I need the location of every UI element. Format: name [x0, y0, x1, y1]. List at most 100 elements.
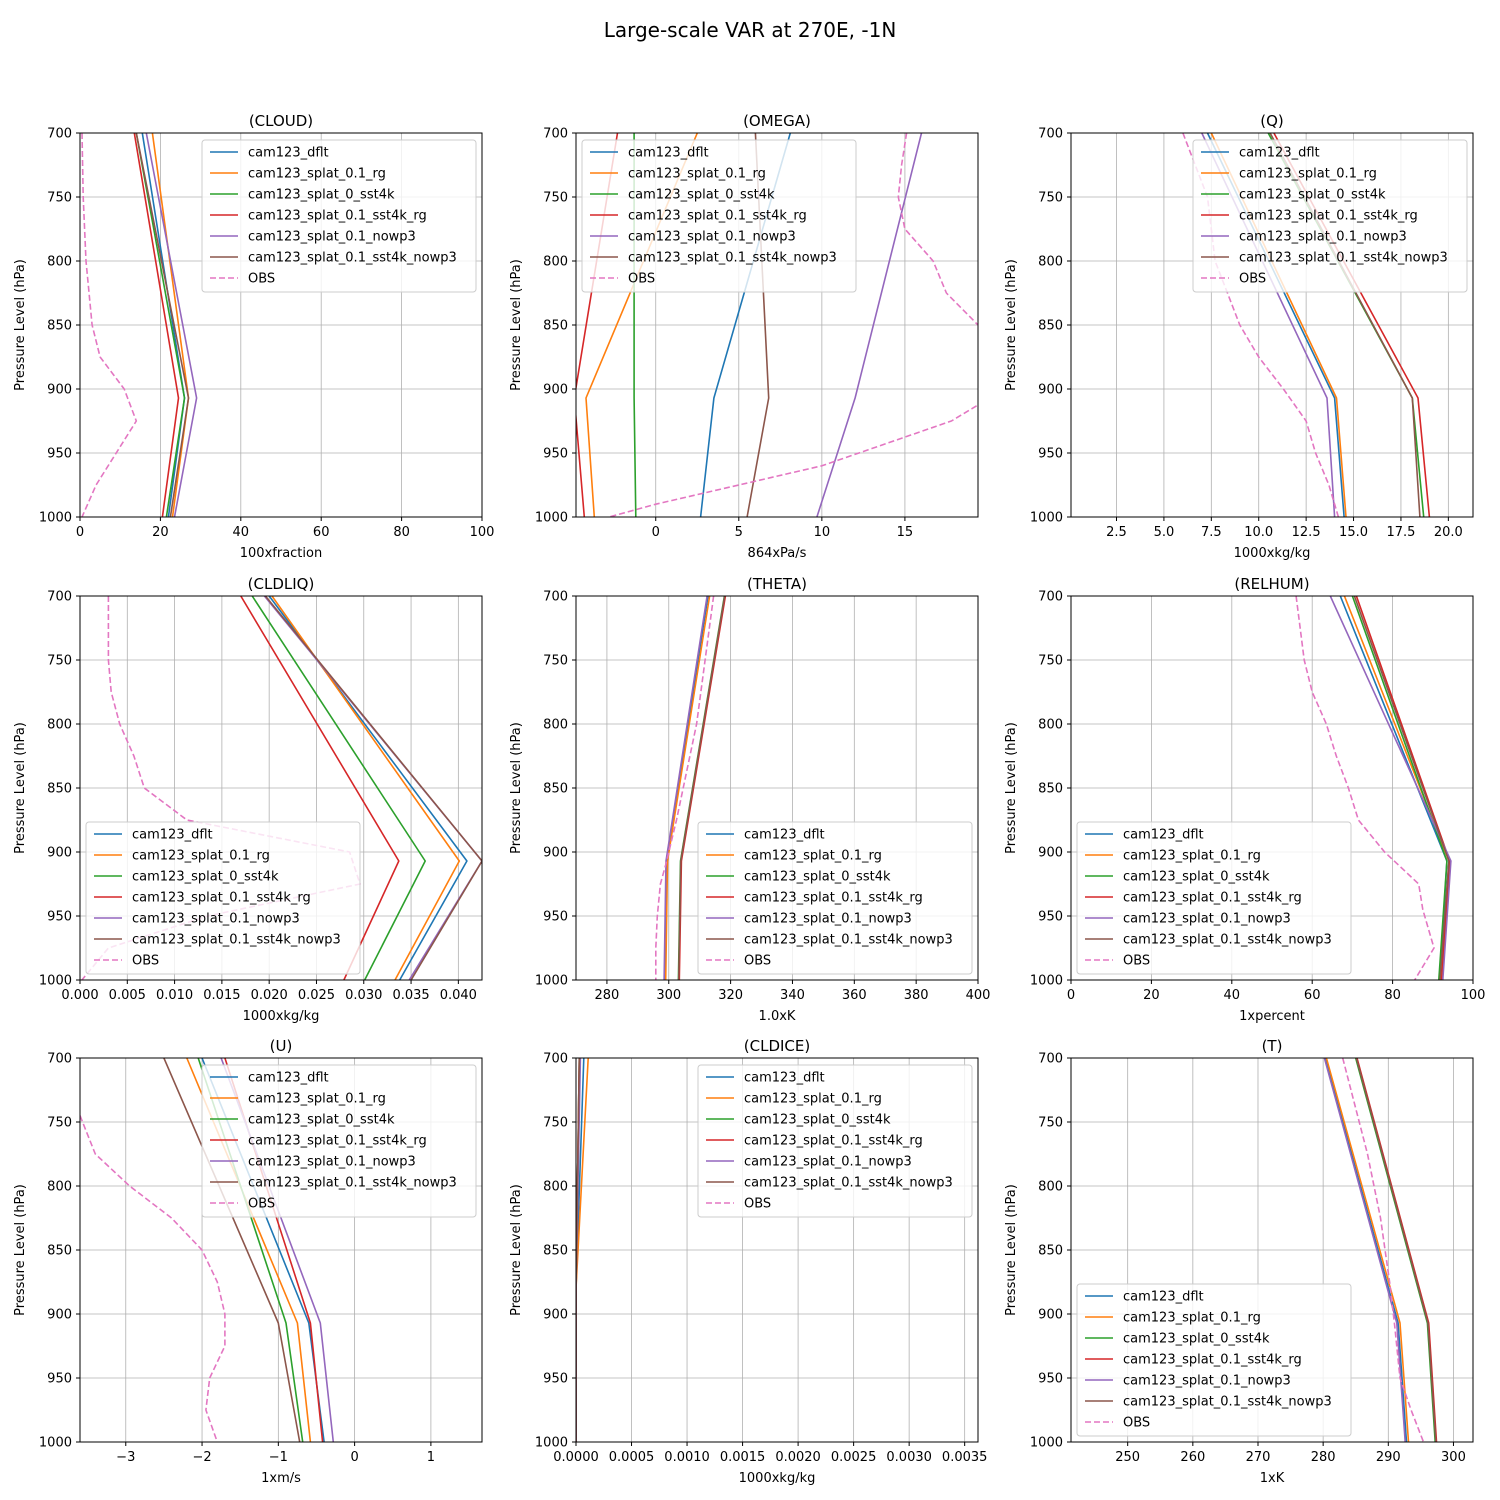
x-tick-label: 0.025 — [298, 988, 335, 1003]
y-tick-label: 900 — [1038, 383, 1063, 398]
y-tick-label: 900 — [47, 846, 72, 861]
y-axis-label: Pressure Level (hPa) — [13, 1184, 28, 1316]
y-tick-label: 900 — [47, 383, 72, 398]
legend-label: cam123_splat_0.1_sst4k_nowp3 — [1123, 1395, 1332, 1410]
x-axis-label: 1.0xK — [759, 1009, 796, 1024]
panel-u: −3 −2 −1 0 1 700 750 800 850 900 950 1000 (U) 1xm/s Pr… — [13, 1037, 483, 1486]
y-tick-label: 700 — [1038, 127, 1063, 142]
legend-label: cam123_splat_0.1_sst4k_nowp3 — [248, 251, 457, 266]
series-line-cam123-splat-0-1-sst4k-nowp3 — [1355, 1058, 1437, 1442]
legend-label: cam123_dflt — [1239, 146, 1320, 161]
x-axis-label: 100xfraction — [240, 546, 322, 561]
x-tick-label: −1 — [269, 1450, 288, 1465]
y-tick-label: 850 — [543, 782, 568, 797]
legend-label: cam123_splat_0_sst4k — [628, 188, 775, 203]
y-tick-label: 1000 — [39, 1436, 72, 1451]
panel-title: (RELHUM) — [1234, 575, 1309, 593]
legend-label: OBS — [132, 954, 159, 969]
series-line-cam123-splat-0-sst4k — [135, 133, 186, 517]
y-tick-label: 700 — [543, 127, 568, 142]
series-lines — [576, 1058, 589, 1442]
legend-label: cam123_dflt — [628, 146, 709, 161]
x-tick-label: 100 — [470, 525, 495, 540]
y-tick-label: 850 — [1038, 782, 1063, 797]
y-tick-label: 700 — [1038, 590, 1063, 605]
y-tick-label: 800 — [47, 255, 72, 270]
legend-label: cam123_splat_0.1_nowp3 — [744, 1155, 912, 1170]
x-tick-label: 40 — [1224, 988, 1241, 1003]
legend-label: cam123_splat_0_sst4k — [744, 1113, 891, 1128]
y-tick-label: 700 — [47, 1052, 72, 1067]
y-tick-label: 700 — [47, 590, 72, 605]
y-tick-label: 800 — [47, 1180, 72, 1195]
x-tick-label: 80 — [393, 525, 410, 540]
x-tick-label: 0.0030 — [886, 1450, 932, 1465]
legend-label: cam123_dflt — [1123, 828, 1204, 843]
legend-label: OBS — [248, 1197, 275, 1212]
y-tick-label: 950 — [543, 447, 568, 462]
x-tick-label: 0.035 — [392, 988, 429, 1003]
series-line-cam123-splat-0-1-rg — [1325, 1058, 1410, 1442]
legend-label: OBS — [628, 272, 655, 287]
series-line-cam123-splat-0-sst4k — [251, 596, 427, 980]
y-tick-label: 1000 — [39, 974, 72, 989]
series-lines — [81, 133, 198, 517]
x-tick-label: 5 — [735, 525, 743, 540]
y-tick-label: 700 — [47, 127, 72, 142]
series-line-cam123-splat-0-1-sst4k-nowp3 — [1353, 596, 1450, 980]
y-tick-label: 1000 — [535, 974, 568, 989]
legend-label: cam123_dflt — [744, 828, 825, 843]
legend-label: cam123_dflt — [132, 828, 213, 843]
x-tick-label: 0 — [652, 525, 660, 540]
x-tick-label: 5.0 — [1154, 525, 1175, 540]
panel-title: (CLOUD) — [249, 112, 313, 130]
y-tick-label: 850 — [1038, 319, 1063, 334]
x-tick-label: 0 — [350, 1450, 358, 1465]
series-line-cam123-splat-0-sst4k — [1351, 596, 1448, 980]
legend-label: OBS — [744, 1197, 771, 1212]
y-tick-label: 850 — [1038, 1244, 1063, 1259]
legend-label: OBS — [248, 272, 275, 287]
y-axis-label: Pressure Level (hPa) — [1004, 722, 1019, 854]
series-line-cam123-dflt — [576, 1058, 585, 1442]
y-tick-label: 750 — [47, 191, 72, 206]
x-tick-label: 1 — [427, 1450, 435, 1465]
panel-cloud: 0 20 40 60 80 100 700 750 800 850 900 950 1000 (CLOUD… — [13, 112, 494, 561]
y-axis-label: Pressure Level (hPa) — [13, 259, 28, 391]
x-tick-label: 280 — [595, 988, 620, 1003]
x-tick-label: 280 — [1311, 1450, 1336, 1465]
x-tick-label: 20 — [1143, 988, 1160, 1003]
legend-label: cam123_splat_0.1_sst4k_nowp3 — [744, 933, 953, 948]
x-tick-label: 15 — [897, 525, 914, 540]
legend: cam123_dflt cam123_splat_0.1_rg cam123_spl… — [201, 139, 477, 293]
series-line-obs — [1295, 596, 1435, 980]
x-tick-label: 15.0 — [1339, 525, 1368, 540]
x-tick-label: 0.020 — [251, 988, 288, 1003]
y-tick-label: 950 — [47, 447, 72, 462]
y-tick-label: 800 — [1038, 718, 1063, 733]
x-tick-label: 0.0005 — [609, 1450, 655, 1465]
legend-label: cam123_splat_0.1_nowp3 — [1123, 912, 1291, 927]
series-line-cam123-splat-0-1-sst4k-rg — [240, 596, 400, 980]
x-tick-label: 400 — [966, 988, 991, 1003]
legend-label: cam123_splat_0.1_rg — [248, 167, 386, 182]
series-line-cam123-dflt — [1324, 1058, 1408, 1442]
y-tick-label: 850 — [543, 1244, 568, 1259]
y-tick-label: 850 — [543, 319, 568, 334]
legend-label: cam123_splat_0.1_nowp3 — [744, 912, 912, 927]
legend-box — [1192, 139, 1468, 293]
series-line-obs — [80, 1115, 226, 1442]
legend-label: cam123_splat_0.1_nowp3 — [1123, 1374, 1291, 1389]
x-axis-label: 1000xkg/kg — [1234, 546, 1311, 561]
legend-label: cam123_splat_0.1_nowp3 — [132, 912, 300, 927]
y-tick-label: 800 — [1038, 1180, 1063, 1195]
panel-title: (OMEGA) — [743, 112, 811, 130]
panel-omega: 0 5 10 15 700 750 800 850 900 950 1000 (OMEGA) 864xP… — [509, 112, 979, 561]
panel-title: (Q) — [1260, 112, 1284, 130]
series-line-cam123-splat-0-1-nowp3 — [663, 596, 708, 980]
legend-label: cam123_splat_0.1_nowp3 — [248, 230, 416, 245]
x-tick-label: 250 — [1115, 1450, 1140, 1465]
y-axis-label: Pressure Level (hPa) — [1004, 259, 1019, 391]
